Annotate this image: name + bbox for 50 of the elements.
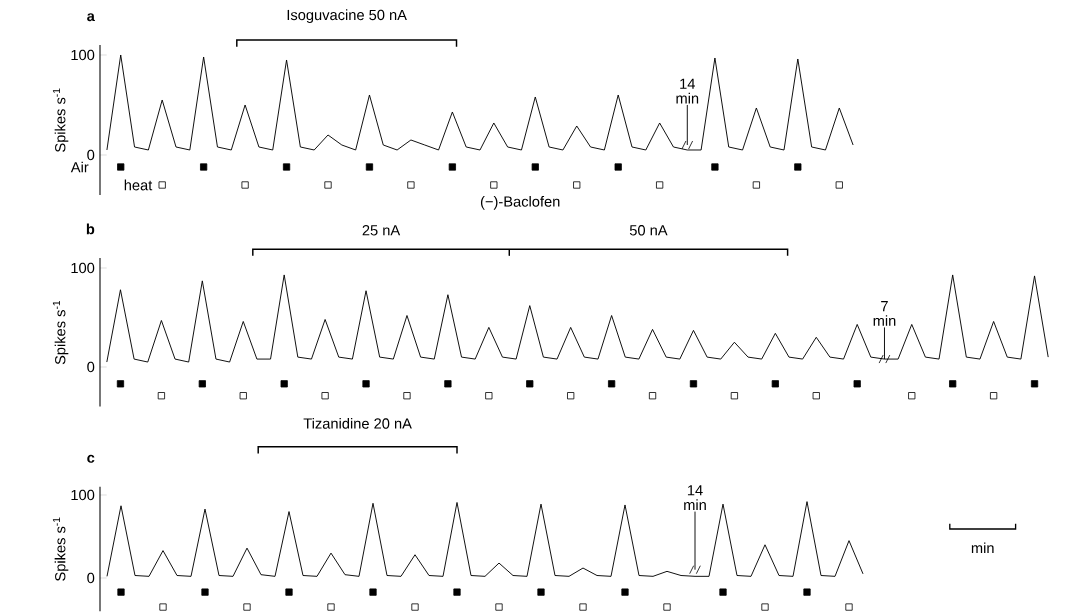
point xyxy=(157,392,165,400)
line-series xyxy=(106,501,864,577)
text: Tizanidine 20 nA xyxy=(303,417,412,429)
point xyxy=(116,380,125,388)
point xyxy=(198,380,206,388)
annotation: 14 min xyxy=(684,485,706,510)
point xyxy=(321,392,329,400)
point xyxy=(362,380,370,388)
y-tick-label: 100 xyxy=(71,49,95,61)
y-tick-label: 0 xyxy=(87,149,95,161)
point xyxy=(853,380,861,388)
point xyxy=(403,392,411,400)
point xyxy=(567,392,575,400)
y-tick-label: 0 xyxy=(87,572,95,584)
point xyxy=(730,392,738,400)
point xyxy=(608,380,616,388)
text: min xyxy=(971,542,994,554)
y-axis-title: Spikes s$^{-1}$ xyxy=(52,88,69,152)
chart-title: a xyxy=(87,13,95,22)
series-label: Air xyxy=(70,161,89,173)
chart-title: b xyxy=(86,223,95,235)
point xyxy=(239,392,247,400)
point xyxy=(689,380,698,388)
point xyxy=(990,392,998,400)
point xyxy=(444,380,452,388)
y-axis-title: Spikes s$^{-1}$ xyxy=(52,517,69,581)
point xyxy=(648,392,657,400)
y-axis-title: Spikes s$^{-1}$ xyxy=(52,300,69,365)
point xyxy=(949,380,957,388)
point xyxy=(526,380,534,388)
text: Isoguvacine 50 nA xyxy=(287,9,407,24)
point xyxy=(908,392,916,400)
line-series xyxy=(106,54,854,151)
text: (−)-Baclofen xyxy=(480,195,560,210)
point xyxy=(485,392,493,400)
point xyxy=(1030,380,1039,388)
point xyxy=(280,380,288,388)
point xyxy=(878,354,891,364)
line-series xyxy=(106,274,1049,364)
chart-title: c xyxy=(87,454,95,463)
y-tick-label: 0 xyxy=(87,361,95,373)
series-label: heat xyxy=(124,179,153,191)
y-tick-label: 100 xyxy=(71,262,95,274)
text: 50 nA xyxy=(629,225,668,236)
y-tick-label: 100 xyxy=(71,489,95,501)
point xyxy=(771,380,779,388)
point xyxy=(812,392,820,400)
annotation: 14 min xyxy=(676,78,699,104)
text: 25 nA xyxy=(362,225,401,236)
annotation: 7 min xyxy=(873,301,896,326)
